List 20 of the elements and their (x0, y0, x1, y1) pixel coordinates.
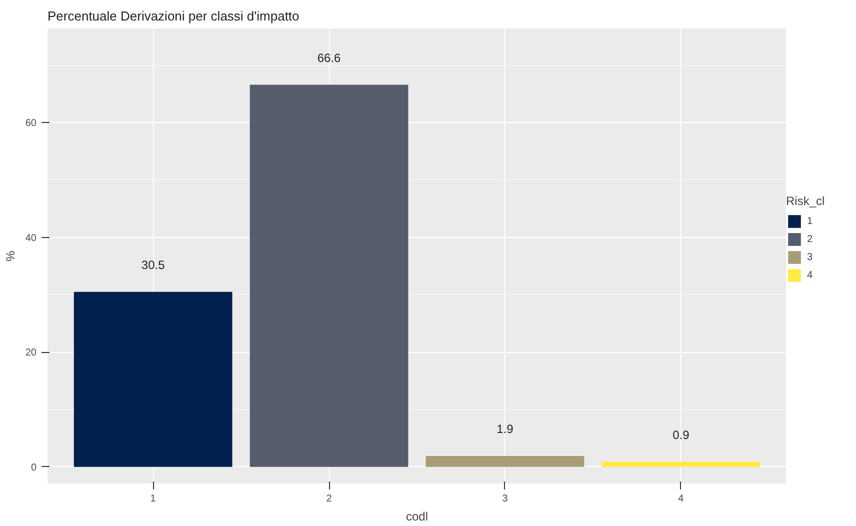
data-label: 30.5 (141, 258, 166, 272)
legend-label: 1 (807, 214, 814, 228)
x-tick-label: 2 (326, 494, 332, 504)
y-tick-label: 0 (30, 462, 37, 474)
x-tick-label: 4 (678, 494, 684, 504)
x-tick-label: 3 (502, 494, 508, 504)
legend-label: 2 (807, 232, 814, 246)
y-tick-label: 20 (25, 348, 37, 359)
y-axis-title: % (3, 250, 18, 262)
legend-label: 3 (807, 250, 814, 264)
legend-label: 4 (807, 268, 814, 282)
data-label: 66.6 (317, 50, 342, 65)
x-tick-label: 1 (150, 494, 156, 504)
chart-title: Percentuale Derivazioni per classi d'impatto (48, 8, 300, 24)
y-tick-label: 40 (25, 232, 37, 244)
y-tick-label: 60 (25, 118, 37, 130)
x-axis-title: codl (406, 510, 428, 524)
data-label: 0.9 (672, 428, 690, 442)
data-label: 1.9 (496, 422, 514, 436)
legend-title: Risk_cl (786, 194, 826, 208)
